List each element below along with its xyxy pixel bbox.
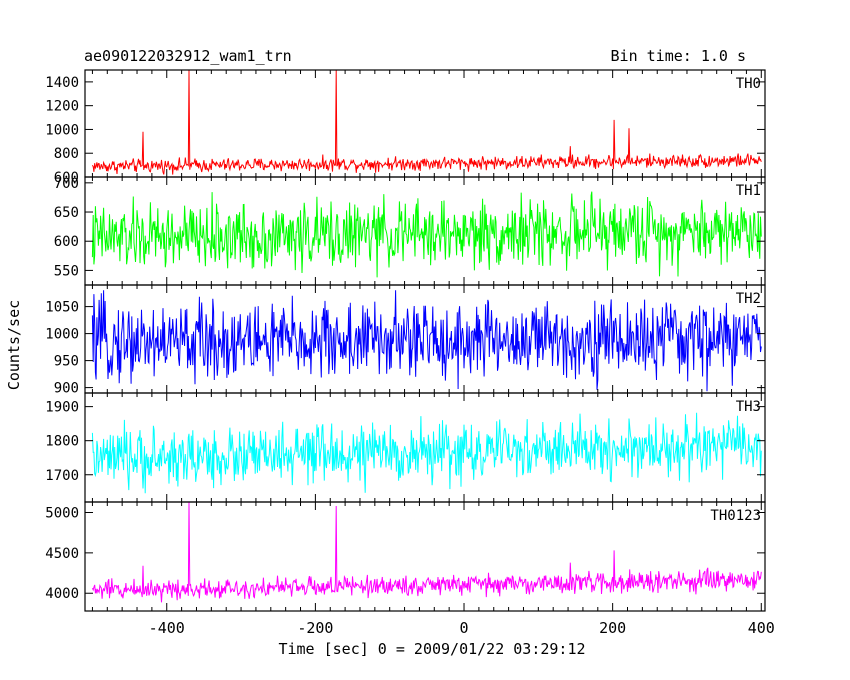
y-tick-label: 950 <box>54 354 79 370</box>
panel-label-th0123: TH0123 <box>710 508 761 524</box>
series-line-th0 <box>91 70 762 175</box>
series-line-th3 <box>91 412 762 494</box>
series-line-th0123 <box>91 502 762 603</box>
panel-th3: 1700 1800 1900 TH3 <box>45 392 766 503</box>
y-tick-label: 900 <box>54 381 79 397</box>
y-tick-label: 650 <box>54 205 79 221</box>
panel-th2: 900 950 1000 1050 TH2 <box>45 284 766 397</box>
panel-th0: 600 800 1000 1200 1400 TH0 <box>45 69 766 186</box>
y-tick-label: 600 <box>54 234 79 250</box>
y-tick-label: 1050 <box>45 300 79 316</box>
panel-th0123: 4000 4500 5000 TH0123 <box>45 501 766 612</box>
series-line-th2 <box>91 290 762 392</box>
y-tick-label: 4000 <box>45 586 79 602</box>
y-tick-label: 800 <box>54 146 79 162</box>
y-tick-label: 550 <box>54 263 79 279</box>
y-tick-label: 1700 <box>45 468 79 484</box>
x-axis-label: Time [sec] 0 = 2009/01/22 03:29:12 <box>278 640 585 658</box>
x-tick-label: 0 <box>460 619 469 637</box>
series-line-th1 <box>91 191 762 278</box>
x-tick-label: 200 <box>599 619 626 637</box>
y-tick-label: 1000 <box>45 327 79 343</box>
y-tick-label: 1000 <box>45 122 79 138</box>
panel-label-th3: TH3 <box>736 399 761 415</box>
y-tick-label: 1400 <box>45 75 79 91</box>
panel-label-th1: TH1 <box>736 183 761 199</box>
y-tick-label: 1900 <box>45 400 79 416</box>
y-tick-label: 4500 <box>45 546 79 562</box>
y-tick-label: 1200 <box>45 99 79 115</box>
y-tick-label: 700 <box>54 176 79 192</box>
panel-th1: 550 600 650 700 TH1 <box>54 176 766 286</box>
bin-time-label: Bin time: 1.0 s <box>611 47 746 65</box>
panel-frame <box>84 501 766 612</box>
y-axis-label: Counts/sec <box>5 300 23 390</box>
x-tick-label: -400 <box>149 619 185 637</box>
y-tick-label: 1800 <box>45 434 79 450</box>
y-tick-label: 600 <box>54 170 79 186</box>
panel-label-th2: TH2 <box>736 291 761 307</box>
chart-title: ae090122032912_wam1_trn <box>84 47 292 65</box>
x-tick-label: 400 <box>748 619 775 637</box>
x-tick-label: -200 <box>297 619 333 637</box>
panel-label-th0: TH0 <box>736 76 761 92</box>
y-tick-label: 5000 <box>45 505 79 521</box>
